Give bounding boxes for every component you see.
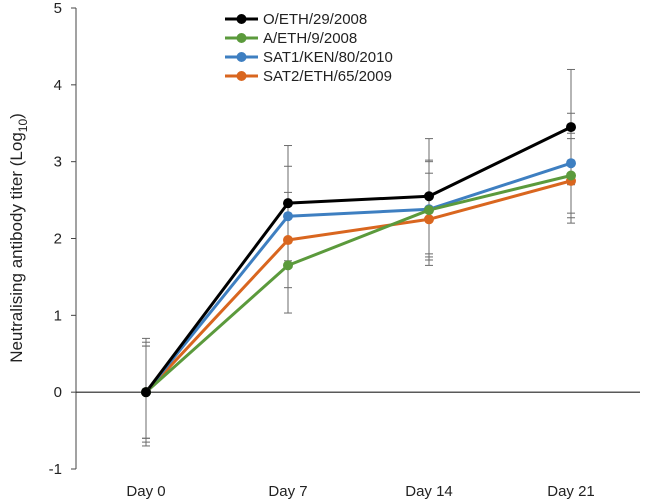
x-tick-label: Day 21: [547, 483, 595, 500]
legend-swatch-marker: [236, 71, 247, 81]
legend: O/ETH/29/2008 A/ETH/9/2008 SAT1/KEN/80/201…: [225, 11, 393, 85]
legend-label: SAT1/KEN/80/2010: [263, 49, 393, 66]
y-tick-label: 3: [54, 154, 62, 171]
y-tick-label: 1: [54, 307, 62, 324]
legend-swatch-marker: [236, 14, 247, 24]
x-tick-label: Day 0: [126, 483, 165, 500]
series-line: [144, 125, 572, 394]
legend-swatch-marker: [236, 52, 247, 62]
data-point: [283, 198, 293, 209]
data-point: [283, 260, 293, 271]
y-tick-label: -1: [49, 461, 62, 478]
series-line: [144, 161, 572, 394]
y-tick-label: 2: [54, 231, 62, 248]
series-lines: [144, 125, 572, 394]
y-axis-title: Neutralising antibody titer (Log10): [7, 113, 30, 363]
data-point: [424, 191, 434, 202]
axes: -1 0 1 2 3 4 5 Day 0 Day 7 Day 14 Day 21: [49, 0, 640, 500]
error-bars: [142, 68, 575, 447]
y-axis-title-subscript: 10: [16, 119, 30, 133]
series-points: [141, 122, 576, 398]
data-point: [424, 214, 434, 225]
data-point: [566, 122, 576, 133]
data-point: [566, 158, 576, 169]
data-point: [141, 387, 151, 398]
y-axis-title-suffix: ): [7, 113, 26, 119]
data-point: [424, 205, 434, 216]
legend-label: SAT2/ETH/65/2009: [263, 68, 392, 85]
x-tick-label: Day 14: [405, 483, 453, 500]
y-axis-title-main: Neutralising antibody titer (Log: [7, 132, 26, 363]
legend-label: O/ETH/29/2008: [263, 11, 367, 28]
series-line: [145, 174, 572, 394]
series-line: [144, 179, 572, 394]
x-tick-label: Day 7: [268, 483, 307, 500]
legend-label: A/ETH/9/2008: [263, 30, 357, 47]
data-point: [283, 235, 293, 246]
y-tick-label: 5: [54, 0, 62, 17]
data-point: [566, 170, 576, 181]
data-point: [283, 211, 293, 222]
y-tick-label: 4: [54, 77, 62, 94]
legend-swatch-marker: [236, 33, 247, 43]
y-tick-label: 0: [54, 384, 62, 401]
